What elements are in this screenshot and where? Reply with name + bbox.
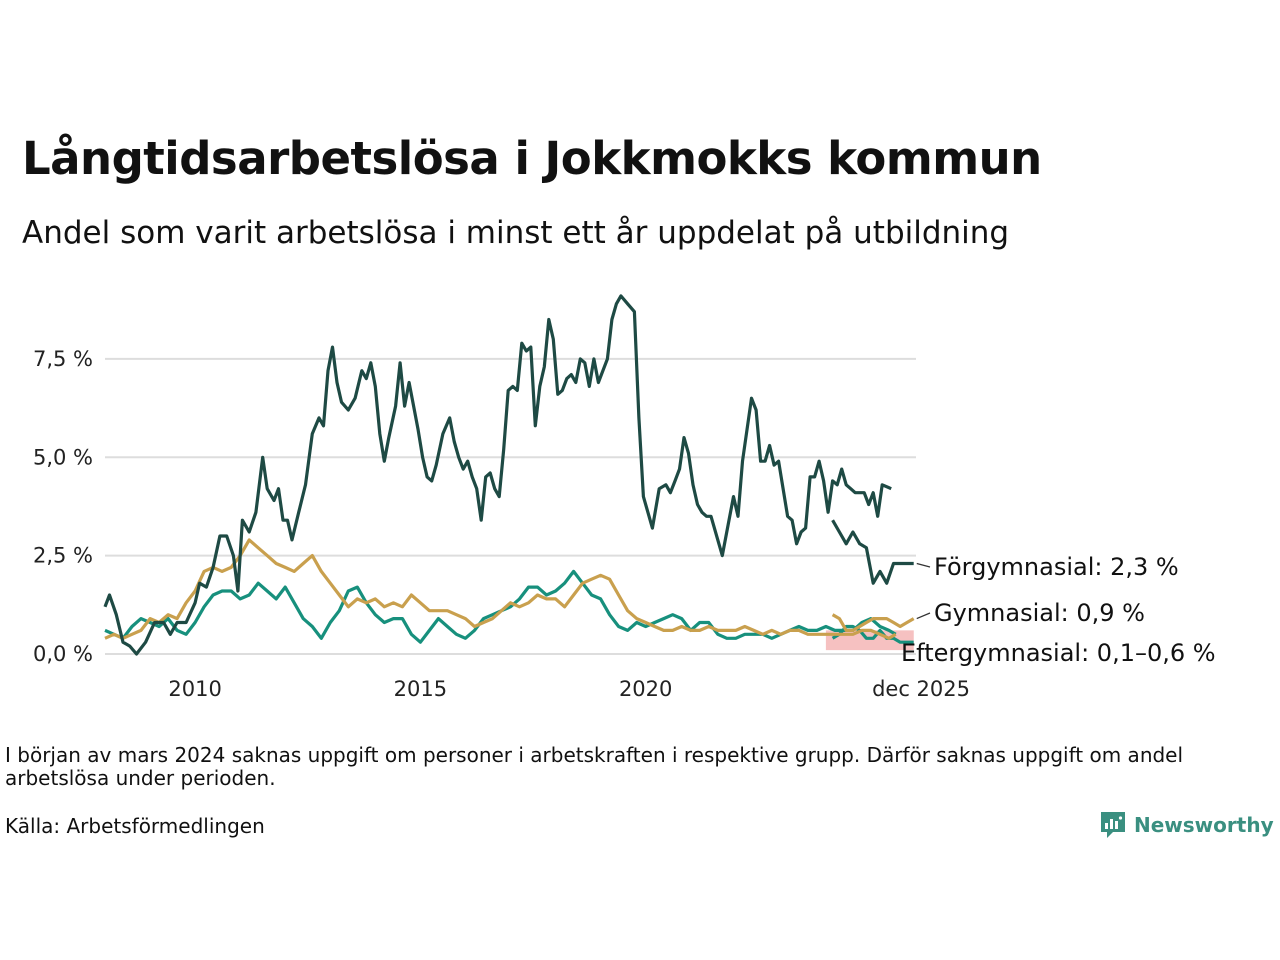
series-line-forgymnasial-after-gap — [831, 519, 914, 585]
series-line-gymnasial — [104, 538, 897, 640]
series-line-forgymnasial — [103, 294, 892, 656]
end-label: Gymnasial: 0,9 % — [934, 599, 1145, 627]
y-tick-label: 0,0 % — [33, 642, 93, 666]
x-tick-label: 2020 — [619, 677, 672, 701]
end-labels: Förgymnasial: 2,3 % Gymnasial: 0,9 % Efter… — [901, 553, 1216, 667]
y-tick-label: 7,5 % — [33, 347, 93, 371]
end-label: Eftergymnasial: 0,1–0,6 % — [901, 639, 1216, 667]
chart-subtitle: Andel som varit arbetslösa i minst ett å… — [22, 215, 1010, 251]
line-chart: 0,0 % 2,5 % 5,0 % 7,5 % 2010 2015 2020 dec 202… — [33, 294, 1216, 701]
newsworthy-logo-icon — [1101, 812, 1125, 838]
series-line-eftergymnasial-after-gap — [831, 624, 914, 644]
y-axis: 0,0 % 2,5 % 5,0 % 7,5 % — [33, 347, 93, 666]
leader-line — [916, 612, 931, 620]
y-tick-label: 5,0 % — [33, 445, 93, 469]
end-label: Förgymnasial: 2,3 % — [934, 553, 1179, 581]
x-tick-label: 2015 — [394, 677, 447, 701]
y-tick-label: 2,5 % — [33, 544, 93, 568]
x-tick-label: dec 2025 — [872, 677, 970, 701]
chart-title: Långtidsarbetslösa i Jokkmokks kommun — [22, 132, 1042, 185]
x-tick-label: 2010 — [168, 677, 221, 701]
newsworthy-logo: Newsworthy — [1099, 810, 1274, 840]
series-line-gymnasial-after-gap — [831, 613, 915, 632]
footnote: I början av mars 2024 saknas uppgift om … — [5, 743, 1184, 790]
leader-line — [916, 562, 931, 568]
brand-name: Newsworthy — [1134, 813, 1274, 837]
x-axis: 2010 2015 2020 dec 2025 — [168, 677, 970, 701]
source-text: Källa: Arbetsförmedlingen — [5, 814, 265, 838]
series-lines — [103, 294, 915, 656]
grid-lines — [105, 357, 916, 655]
